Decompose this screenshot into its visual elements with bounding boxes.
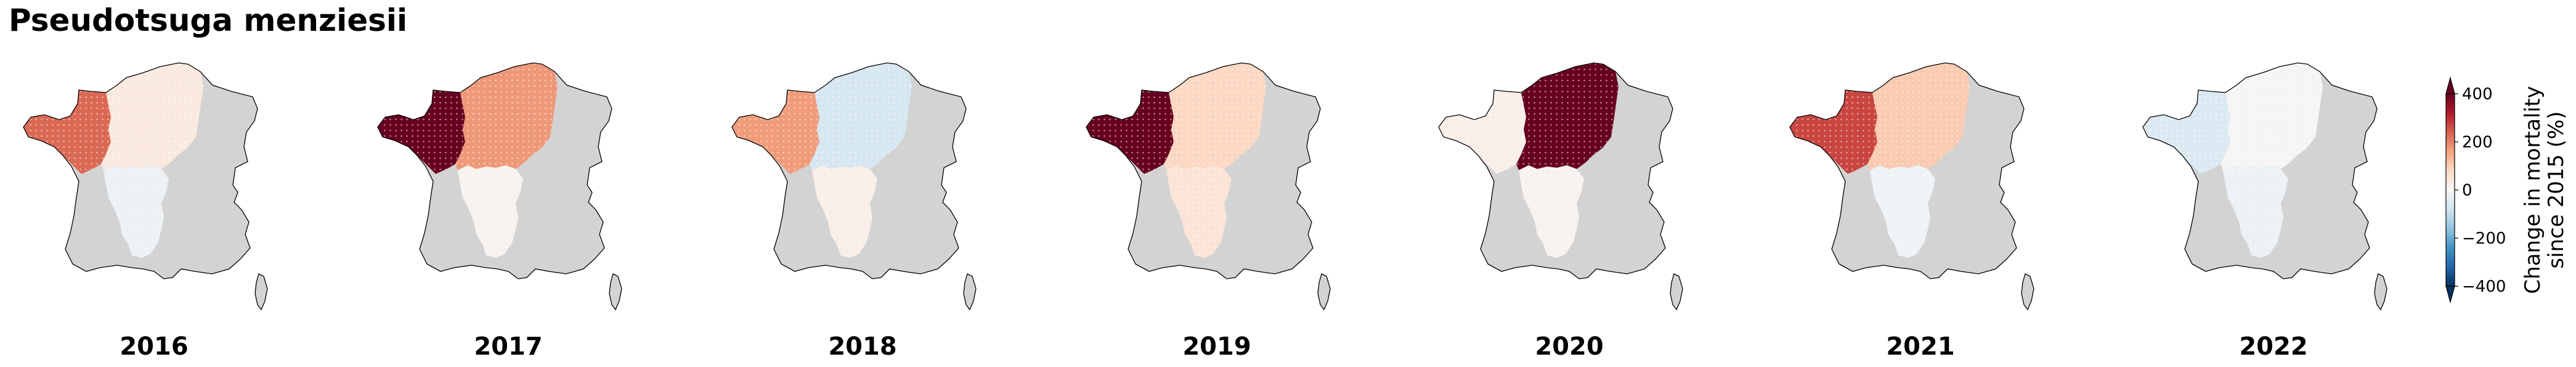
region-hatch-centre-north [2220,63,2323,170]
region-hatch-centre-north [1516,63,1619,170]
corsica-shape [1317,273,1331,311]
year-labels: 2016 2017 2018 2019 2020 2021 2022 [120,332,2307,361]
map-panel-2018 [731,62,977,311]
year-label-2018: 2018 [828,332,896,361]
france-outline [1086,62,1321,279]
map-panel-2021 [1789,62,2034,311]
region-hatch-west [1790,90,1877,174]
france-outline [2142,62,2378,279]
france-outline [377,62,612,279]
year-label-2022: 2022 [2239,332,2307,361]
colorbar-tick-label: 200 [2462,133,2493,152]
france-outline [1438,62,1673,279]
region-hatch-west [23,90,111,174]
year-label-2016: 2016 [120,332,188,361]
region-hatch-west [1439,90,1526,174]
france-outline [1789,62,2025,279]
region-hatch-centre-south [1519,165,1584,258]
colorbar-tick-label: 400 [2462,85,2493,104]
colorbar: 400 200 0 −200 −400 Change in mortality … [2445,76,2569,304]
corsica-shape [2374,273,2387,311]
region-hatch-centre-north [810,63,912,170]
colorbar-extend-max [2445,76,2455,94]
figure-title: Pseudotsuga menziesii [9,2,408,38]
corsica-shape [1670,273,1683,311]
colorbar-gradient [2445,93,2455,287]
region-hatch-centre-south [104,165,169,258]
corsica-shape [609,273,622,311]
france-outline [731,62,967,279]
map-panel-2017 [377,62,622,311]
region-hatch-west [1086,90,1174,174]
region-hatch-centre-south [458,165,523,258]
colorbar-tick-label: 0 [2462,181,2472,200]
map-panel-2016 [23,62,268,311]
colorbar-label-line2: since 2015 (%) [2544,111,2569,268]
region-hatch-centre-north [455,63,558,170]
year-label-2021: 2021 [1886,332,1954,361]
corsica-shape [2021,273,2034,311]
corsica-shape [254,273,268,311]
panels-layer [23,62,2387,311]
region-hatch-centre-south [2223,165,2288,258]
france-outline [23,62,258,279]
region-hatch-centre-north [1164,63,1266,170]
map-panel-2019 [1086,62,1331,311]
region-hatch-west [2143,90,2230,174]
map-panel-2022 [2142,62,2387,311]
year-label-2019: 2019 [1182,332,1251,361]
region-hatch-centre-south [812,165,877,258]
region-hatch-centre-south [1870,165,1935,258]
colorbar-ticks: 400 200 0 −200 −400 [2455,85,2506,296]
colorbar-tick-label: −400 [2462,278,2506,296]
year-label-2020: 2020 [1535,332,1603,361]
colorbar-extend-min [2445,286,2455,304]
year-label-2017: 2017 [474,332,542,361]
region-hatch-west [732,90,819,174]
map-panel-2020 [1438,62,1683,311]
colorbar-label-line1: Change in mortality [2521,86,2545,294]
region-hatch-centre-south [1166,165,1232,258]
corsica-shape [963,273,977,311]
region-hatch-centre-north [101,63,203,170]
region-hatch-west [378,90,465,174]
colorbar-tick-label: −200 [2462,229,2506,248]
region-hatch-centre-north [1867,63,1970,170]
